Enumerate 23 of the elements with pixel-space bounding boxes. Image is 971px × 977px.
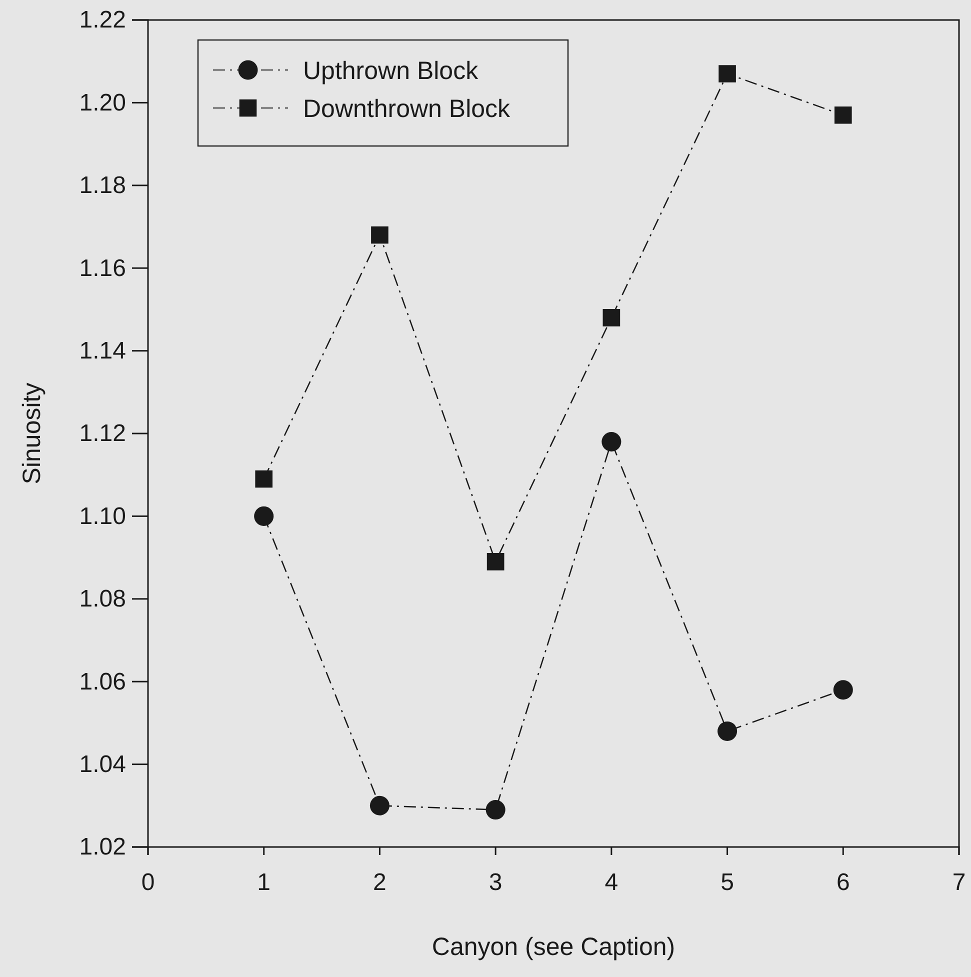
x-tick-label: 0 [141,869,155,896]
y-tick-label: 1.14 [79,337,126,364]
y-tick-label: 1.10 [79,502,126,530]
x-tick-label: 6 [836,869,850,896]
y-tick-label: 1.04 [79,750,126,778]
x-axis-title: Canyon (see Caption) [432,933,676,961]
y-tick-label: 1.20 [79,89,126,116]
x-tick-label: 1 [257,869,271,896]
x-tick-label: 4 [604,869,618,896]
x-tick-label: 2 [373,869,386,896]
y-tick-label: 1.22 [79,6,126,34]
x-tick-label: 7 [952,869,966,896]
y-tick-label: 1.08 [79,586,126,613]
y-tick-label: 1.06 [79,668,126,696]
y-axis-title: Sinuosity [18,382,46,484]
x-tick-label: 5 [720,869,734,896]
legend-label: Upthrown Block [303,57,479,85]
y-tick-label: 1.16 [79,254,126,282]
x-tick-label: 3 [488,869,502,896]
y-tick-label: 1.18 [79,172,126,200]
y-tick-label: 1.02 [79,834,126,861]
y-tick-label: 1.12 [79,420,126,448]
legend-label: Downthrown Block [303,95,511,123]
